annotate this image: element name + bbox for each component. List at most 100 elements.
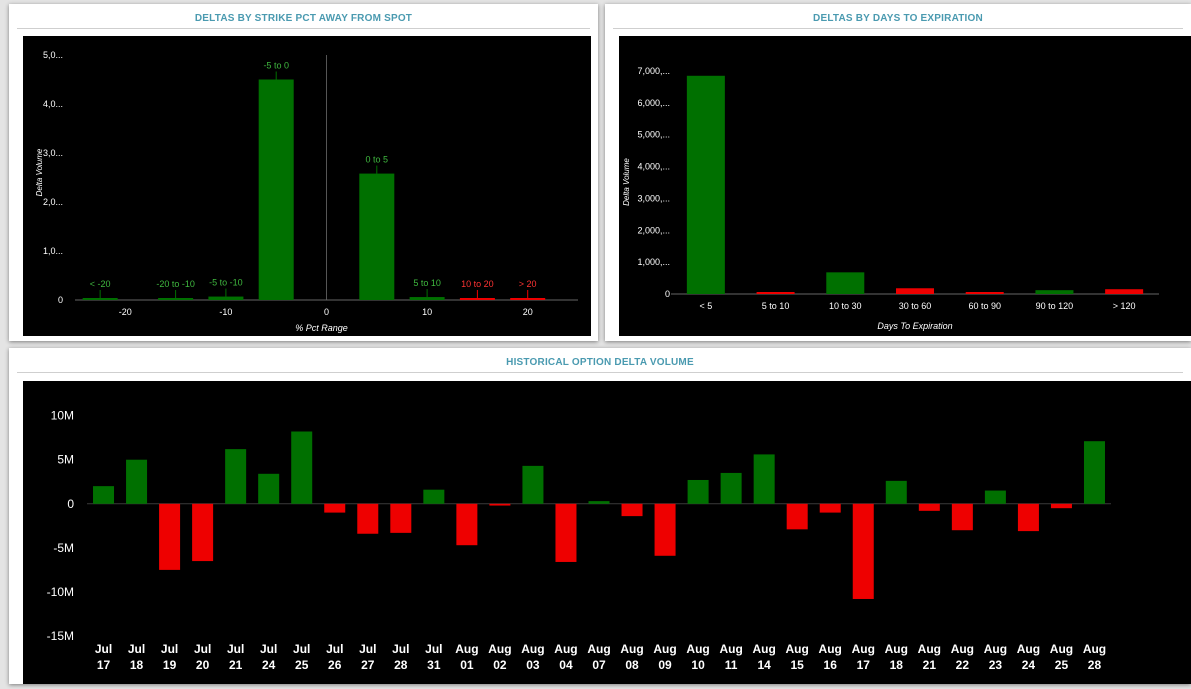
historical-chart: 10M 5M 0 -5M -10M -15M Jul 17 Jul 18 Jul 19 Jul 20 Jul… (47, 409, 1111, 672)
bar (1017, 503, 1039, 532)
bar (1050, 503, 1072, 509)
x-axis-title: Days To Expiration (877, 321, 952, 331)
x-tick-day: 08 (625, 658, 639, 672)
y-tick-label: -5M (53, 541, 74, 555)
bar (93, 486, 115, 504)
y-axis-title: Delta Volume (622, 158, 631, 206)
bar (324, 503, 346, 513)
x-axis-title: % Pct Range (295, 323, 348, 333)
bar (756, 292, 795, 294)
y-tick-label: 0 (665, 289, 670, 299)
x-tick-month: Aug (620, 642, 643, 656)
x-tick-day: 16 (824, 658, 838, 672)
x-tick-day: 24 (262, 658, 276, 672)
x-tick-day: 21 (923, 658, 937, 672)
y-tick-label: 5M (57, 453, 74, 467)
x-tick-month: Aug (455, 642, 478, 656)
x-tick-month: Aug (488, 642, 511, 656)
y-tick-label: 4,000,... (637, 162, 670, 172)
bar (158, 298, 194, 300)
bar (819, 503, 841, 513)
x-tick-day: 28 (1088, 658, 1102, 672)
y-tick-label: 6,000,... (637, 98, 670, 108)
x-tick-day: 22 (956, 658, 970, 672)
x-tick-label: > 120 (1113, 301, 1136, 311)
bar (555, 503, 577, 562)
expiration-chart: 0 1,000,... 2,000,... 3,000,... 4,000,... 5,0… (622, 66, 1159, 331)
strike-panel: DELTAS BY STRIKE PCT AWAY FROM SPOT 0 1,0… (9, 4, 598, 341)
x-tick-label: 20 (523, 307, 533, 317)
bar (753, 454, 775, 504)
bar (720, 472, 742, 504)
x-tick-day: 31 (427, 658, 441, 672)
x-tick-label: 90 to 120 (1036, 301, 1074, 311)
x-tick-day: 24 (1022, 658, 1036, 672)
bar-label: 10 to 20 (461, 279, 494, 289)
x-tick-day: 17 (97, 658, 111, 672)
bar (826, 272, 865, 294)
x-tick-day: 11 (725, 658, 738, 672)
bar (686, 75, 725, 295)
x-tick-day: 03 (526, 658, 540, 672)
x-tick-label: < 5 (699, 301, 712, 311)
x-tick-month: Aug (984, 642, 1007, 656)
bar-label: 0 to 5 (366, 155, 389, 165)
x-tick-month: Jul (326, 642, 343, 656)
x-tick-day: 02 (493, 658, 507, 672)
x-tick-month: Jul (95, 642, 112, 656)
x-tick-month: Aug (1083, 642, 1106, 656)
bar-label: -5 to -10 (209, 278, 243, 288)
bar (951, 503, 973, 531)
historical-panel-title: HISTORICAL OPTION DELTA VOLUME (17, 354, 1183, 373)
x-tick-label: 30 to 60 (899, 301, 932, 311)
bar-label: > 20 (519, 279, 537, 289)
x-tick-month: Aug (885, 642, 908, 656)
bar (1035, 290, 1074, 294)
x-tick-month: Aug (554, 642, 577, 656)
x-tick-label: 10 to 30 (829, 301, 862, 311)
bar-label: 5 to 10 (413, 278, 441, 288)
x-tick-label: -10 (219, 307, 232, 317)
bar (621, 503, 643, 517)
y-tick-label: 0 (67, 497, 74, 511)
x-tick-month: Jul (425, 642, 442, 656)
bar (258, 79, 294, 300)
bar (918, 503, 940, 511)
y-tick-label: 5,000,... (637, 130, 670, 140)
y-tick-label: 10M (51, 409, 74, 423)
x-tick-month: Aug (918, 642, 941, 656)
expiration-panel-title: DELTAS BY DAYS TO EXPIRATION (613, 10, 1183, 29)
x-tick-day: 25 (295, 658, 309, 672)
x-tick-day: 26 (328, 658, 342, 672)
x-tick-day: 17 (857, 658, 871, 672)
bar (786, 503, 808, 530)
x-tick-day: 10 (691, 658, 705, 672)
bar (687, 479, 709, 504)
x-tick-month: Aug (1050, 642, 1073, 656)
x-tick-month: Aug (951, 642, 974, 656)
bar (225, 449, 247, 504)
y-tick-label: 5,0... (43, 50, 63, 60)
x-tick-day: 07 (592, 658, 606, 672)
x-tick-day: 19 (163, 658, 177, 672)
bar (984, 490, 1006, 504)
x-tick-label: -20 (119, 307, 132, 317)
bar (965, 292, 1004, 294)
bar (390, 503, 412, 533)
x-tick-month: Aug (852, 642, 875, 656)
historical-panel: HISTORICAL OPTION DELTA VOLUME 10M 5M 0 -5M… (9, 348, 1191, 684)
bar (456, 503, 478, 546)
x-tick-day: 28 (394, 658, 408, 672)
x-tick-day: 01 (460, 658, 474, 672)
x-tick-month: Aug (686, 642, 709, 656)
strike-chart: 0 1,0... 2,0... 3,0... 4,0... 5,0... -20 -10 0 10… (35, 50, 578, 333)
x-tick-month: Jul (359, 642, 376, 656)
bar (291, 431, 313, 504)
y-tick-label: -10M (47, 585, 74, 599)
x-tick-month: Jul (128, 642, 145, 656)
bar (522, 465, 544, 504)
x-tick-day: 23 (989, 658, 1003, 672)
y-tick-label: -15M (47, 629, 74, 643)
expiration-chart-area: 0 1,000,... 2,000,... 3,000,... 4,000,... 5,0… (619, 36, 1191, 336)
x-tick-day: 18 (890, 658, 904, 672)
